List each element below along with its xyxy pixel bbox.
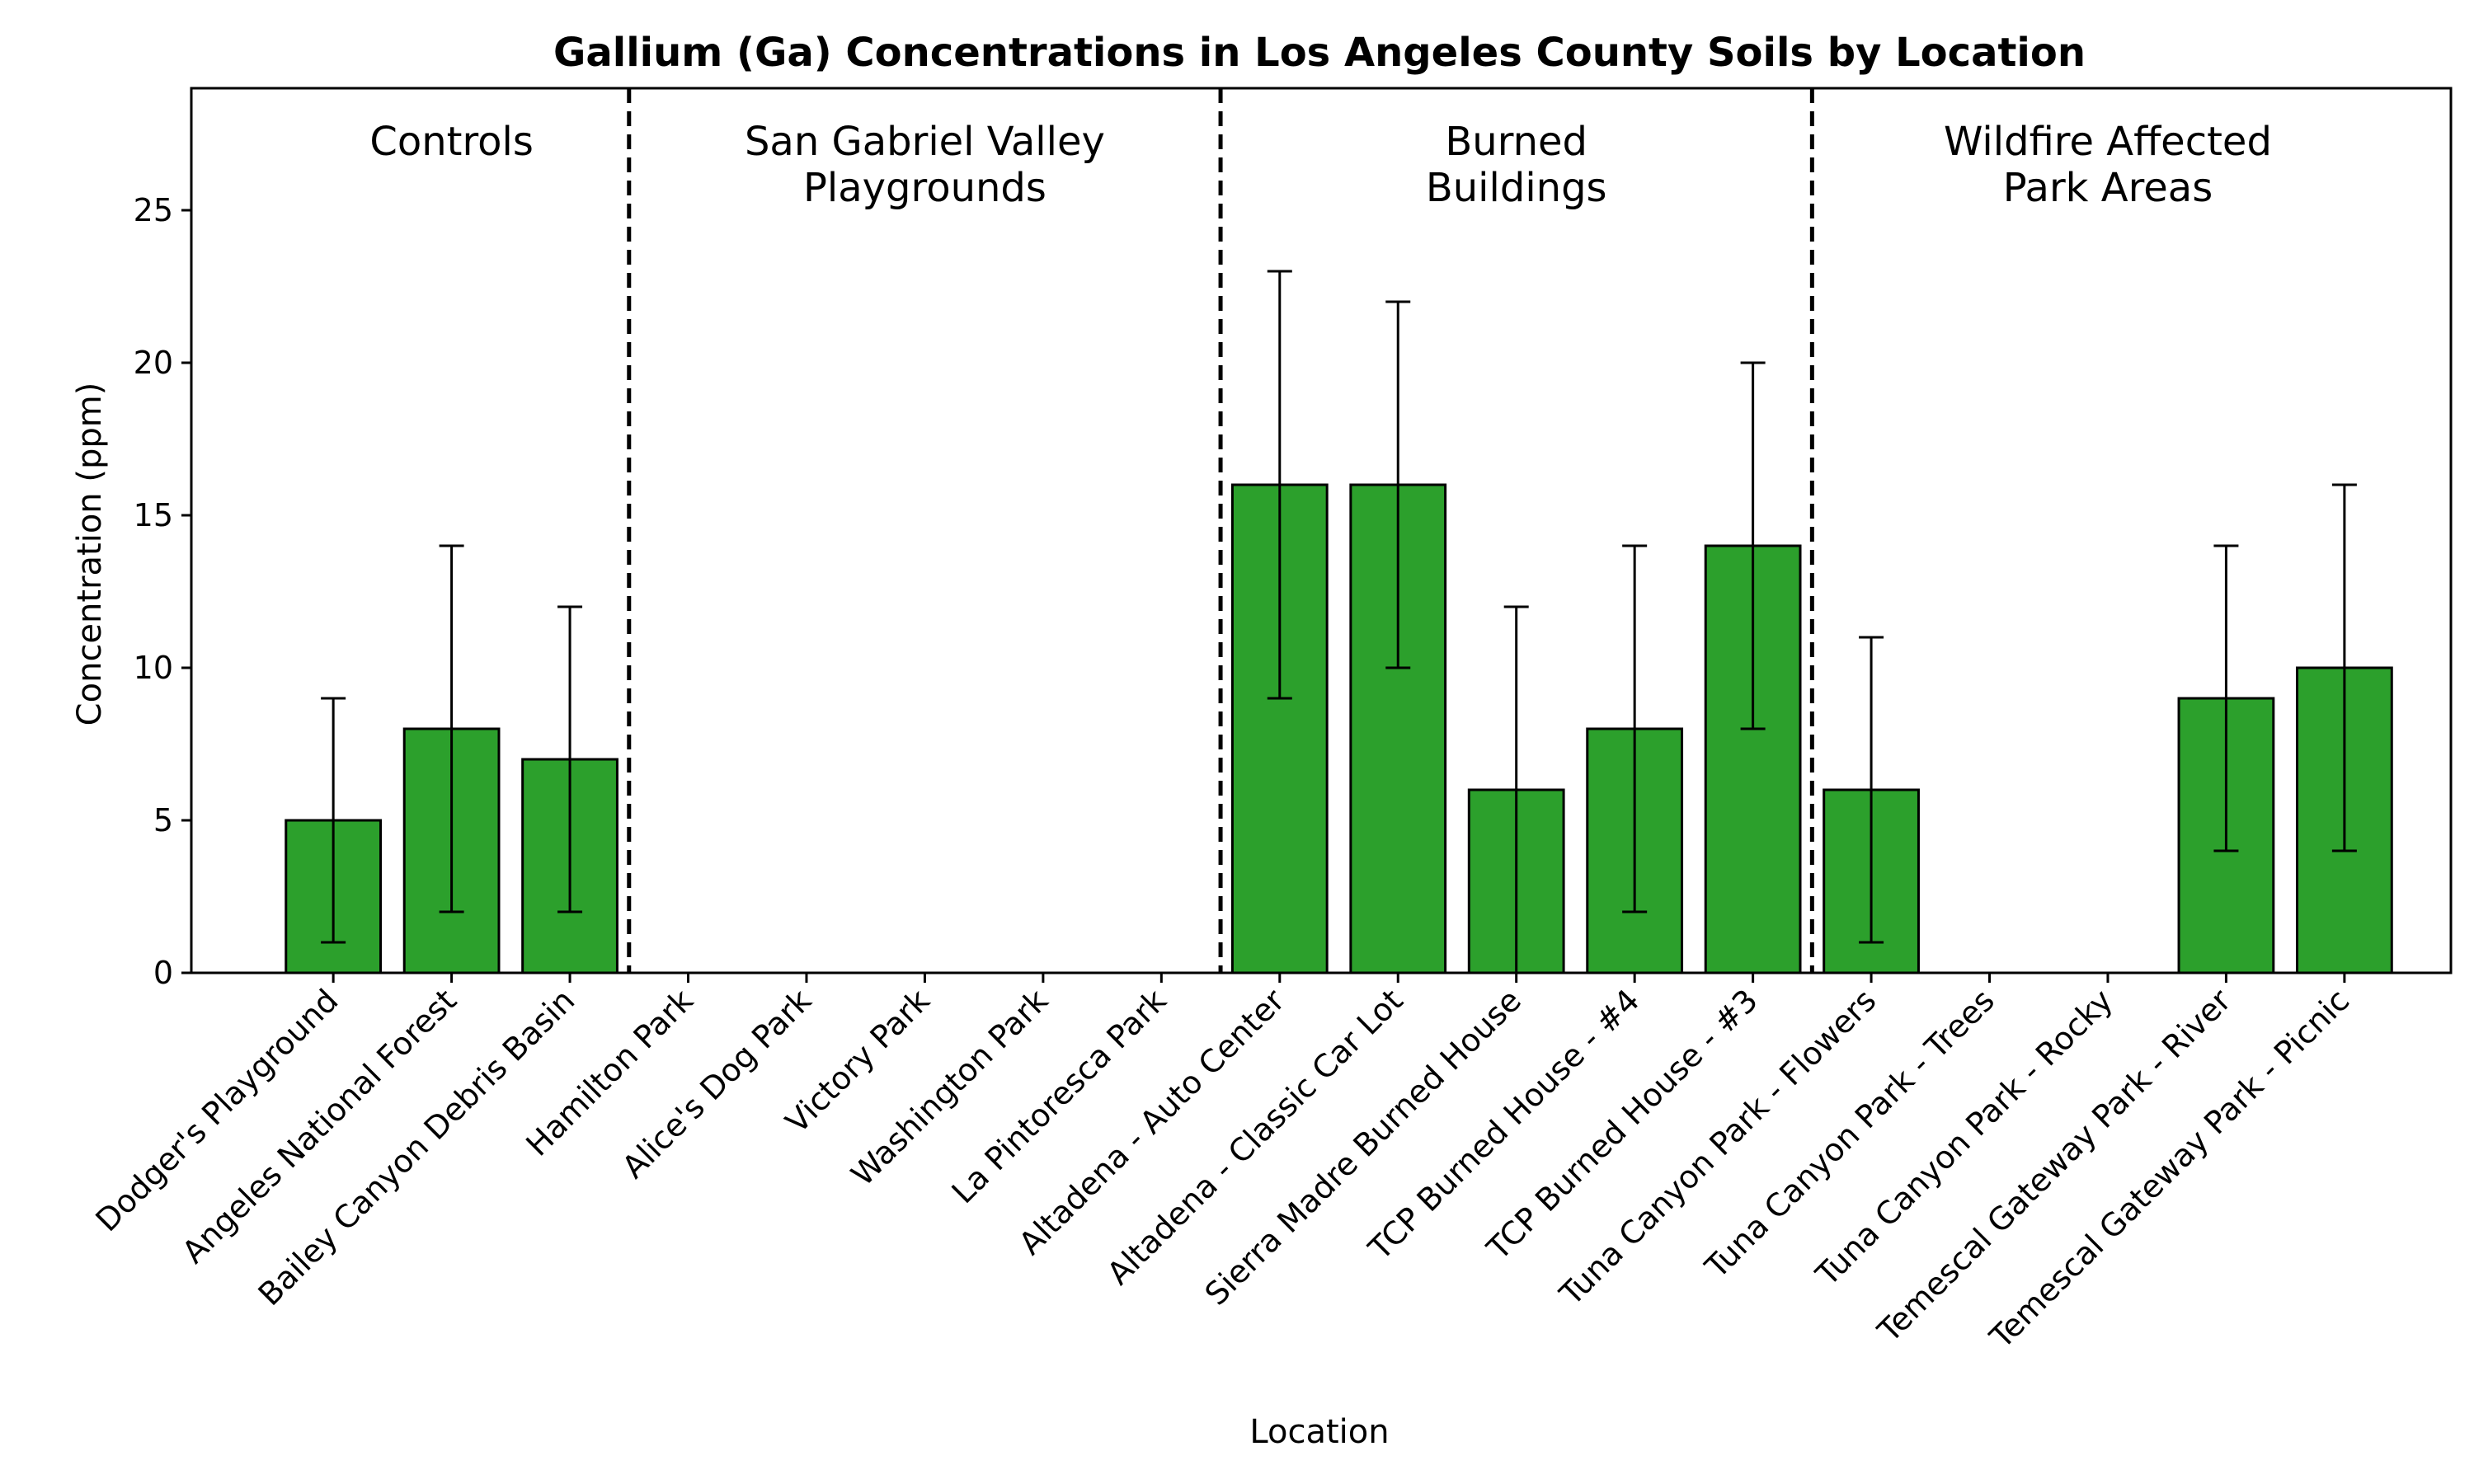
group-label: Playgrounds <box>803 165 1047 211</box>
y-tick-label: 15 <box>134 497 173 533</box>
group-label: Wildfire Affected <box>1944 119 2272 165</box>
y-tick-label: 0 <box>153 955 173 991</box>
x-tick-label: La Pintoresca Park <box>945 982 1174 1210</box>
axes-frame <box>190 87 2453 974</box>
x-tick-label: Washington Park <box>844 982 1056 1193</box>
group-label: Buildings <box>1426 165 1607 211</box>
group-label: Controls <box>369 119 534 165</box>
y-tick-label: 10 <box>134 650 173 686</box>
x-tick-label: Dodger's Playground <box>89 982 346 1238</box>
chart-title: Gallium (Ga) Concentrations in Los Angel… <box>553 30 2086 76</box>
y-axis-label: Concentration (ppm) <box>71 383 109 726</box>
group-label: Park Areas <box>2003 165 2213 211</box>
y-tick-label: 25 <box>134 192 173 228</box>
y-tick-label: 20 <box>134 345 173 381</box>
x-axis-label: Location <box>1249 1413 1389 1451</box>
group-label: Burned <box>1445 119 1587 165</box>
y-tick-label: 5 <box>153 802 173 838</box>
group-label: San Gabriel Valley <box>745 119 1105 165</box>
